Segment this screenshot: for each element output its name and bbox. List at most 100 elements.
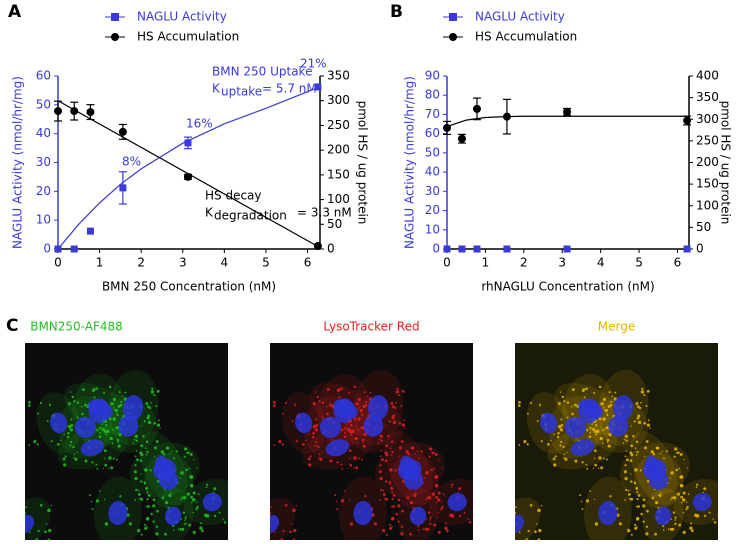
point — [70, 107, 78, 115]
vesicle — [91, 508, 93, 510]
vesicle — [714, 521, 717, 524]
vesicle — [240, 520, 241, 521]
vesicle — [606, 413, 608, 415]
vesicle — [628, 493, 631, 496]
vesicle — [691, 529, 694, 532]
vesicle — [316, 424, 319, 427]
vesicle — [387, 435, 389, 437]
vesicle — [401, 510, 404, 513]
vesicle — [136, 458, 139, 461]
vesicle — [165, 501, 168, 504]
vesicle — [146, 441, 148, 443]
vesicle — [96, 429, 98, 431]
vesicle — [329, 459, 332, 462]
point — [458, 246, 465, 253]
vesicle — [598, 456, 601, 459]
vesicle — [378, 442, 380, 444]
vesicle — [589, 427, 591, 429]
vesicle — [630, 425, 631, 426]
vesicle — [113, 398, 116, 401]
vesicle — [169, 494, 172, 497]
vesicle — [103, 468, 104, 469]
vesicle — [347, 423, 348, 424]
vesicle — [431, 452, 433, 454]
vesicle — [499, 505, 500, 506]
vesicle — [37, 530, 39, 532]
vesicle — [187, 492, 190, 495]
vesicle — [592, 423, 593, 424]
vesicle — [411, 447, 414, 450]
vesicle — [690, 522, 692, 524]
y-axis-label: NAGLU Activity (nmol/hr/mg) — [11, 76, 25, 249]
vesicle — [626, 450, 627, 451]
y2-tick-label: 250 — [327, 118, 350, 132]
vesicle — [581, 461, 583, 463]
vesicle — [367, 396, 369, 398]
legend-marker — [449, 33, 457, 41]
vesicle — [193, 531, 196, 534]
vesicle — [312, 436, 314, 438]
vesicle — [319, 454, 321, 456]
vesicle — [44, 530, 47, 533]
vesicle — [414, 494, 417, 497]
vesicle — [105, 424, 107, 426]
vesicle — [116, 459, 118, 461]
vesicle — [459, 515, 461, 517]
vesicle — [179, 477, 181, 479]
vesicle — [230, 502, 232, 504]
vesicle — [273, 444, 275, 446]
vesicle — [389, 524, 391, 526]
vesicle — [195, 508, 197, 510]
vesicle — [142, 435, 144, 437]
vesicle — [398, 498, 401, 501]
vesicle — [153, 521, 155, 523]
vesicle — [451, 514, 455, 518]
vesicle — [110, 402, 114, 406]
vesicle — [265, 531, 268, 534]
vesicle — [709, 512, 711, 514]
vesicle — [501, 502, 504, 505]
vesicle — [252, 529, 255, 532]
vesicle — [602, 442, 604, 444]
vesicle — [515, 506, 517, 508]
y2-tick-label: 250 — [696, 133, 719, 147]
vesicle — [662, 525, 664, 527]
vesicle — [603, 408, 604, 409]
vesicle — [147, 417, 150, 420]
vesicle — [655, 501, 658, 504]
vesicle — [654, 533, 657, 536]
y-tick-label: 80 — [425, 88, 440, 102]
vesicle — [120, 404, 123, 407]
vesicle — [653, 453, 655, 455]
vesicle — [663, 457, 665, 459]
vesicle — [156, 510, 159, 513]
vesicle — [537, 509, 541, 513]
vesicle — [318, 400, 320, 402]
vesicle — [155, 405, 157, 407]
vesicle — [567, 402, 569, 404]
vesicle — [302, 443, 305, 446]
vesicle — [429, 447, 432, 450]
vesicle — [451, 486, 453, 488]
vesicle — [20, 528, 21, 529]
vesicle — [389, 468, 393, 472]
vesicle — [185, 516, 187, 518]
vesicle — [675, 516, 677, 518]
vesicle — [385, 459, 388, 462]
vesicle — [71, 424, 74, 427]
vesicle — [190, 453, 193, 456]
vesicle — [492, 505, 493, 506]
vesicle — [355, 437, 358, 440]
vesicle — [502, 535, 505, 538]
vesicle — [5, 526, 8, 529]
vesicle — [47, 420, 49, 422]
vesicle — [660, 492, 662, 494]
y2-tick-label: 150 — [327, 167, 350, 181]
vesicle — [46, 524, 47, 525]
vesicle — [630, 480, 632, 482]
vesicle — [656, 447, 659, 450]
vesicle — [169, 453, 170, 454]
vesicle — [724, 510, 727, 513]
vesicle — [425, 499, 426, 500]
vesicle — [482, 479, 484, 481]
